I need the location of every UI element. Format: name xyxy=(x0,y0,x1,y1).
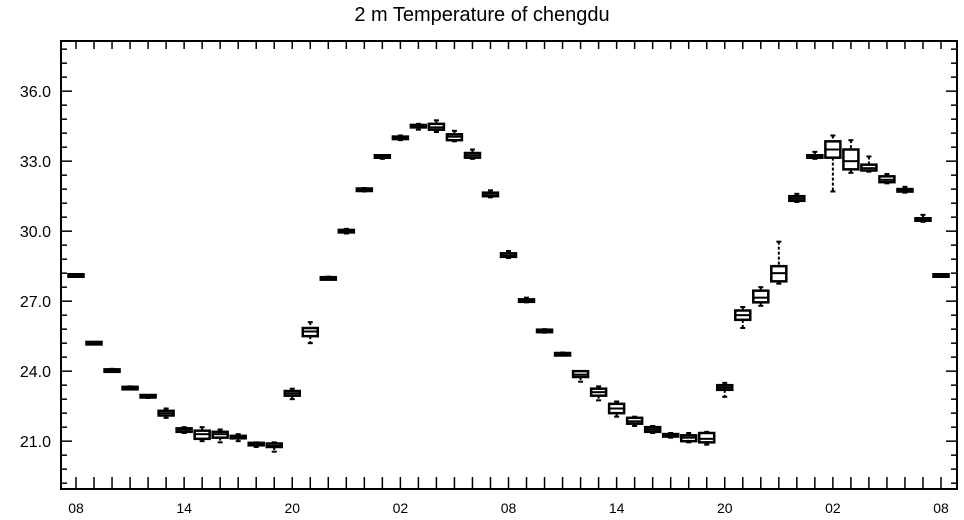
box-plot xyxy=(932,273,950,278)
box-plot xyxy=(121,385,139,391)
iqr-box xyxy=(752,289,770,304)
box-plot xyxy=(535,328,554,334)
box-plot xyxy=(553,351,572,357)
box-series xyxy=(67,119,950,453)
box-plot xyxy=(373,154,392,160)
y-axis: 36.0 33.0 30.0 27.0 24.0 21.0 xyxy=(20,48,957,484)
box-plot xyxy=(625,415,644,427)
box-plot xyxy=(247,441,265,448)
x-tick-label: 14 xyxy=(609,500,625,516)
iqr-box xyxy=(697,431,716,444)
box-plot xyxy=(589,385,608,402)
box-plot xyxy=(193,426,211,443)
box-plot xyxy=(661,432,680,439)
box-plot xyxy=(788,192,806,203)
y-tick-label: 36.0 xyxy=(20,84,51,101)
box-plot xyxy=(860,155,878,173)
box-plot xyxy=(896,185,914,194)
box-plot xyxy=(391,134,410,142)
box-plot xyxy=(842,139,860,174)
box-plot xyxy=(824,134,842,193)
x-tick-label: 08 xyxy=(501,500,517,516)
box-plot xyxy=(157,407,175,419)
box-plot xyxy=(409,122,428,131)
chart-title: 2 m Temperature of chengdu xyxy=(354,4,610,26)
box-plot xyxy=(770,240,788,285)
x-tick-label: 02 xyxy=(825,500,841,516)
box-plot xyxy=(914,213,932,223)
box-plot xyxy=(752,286,770,307)
x-tick-label: 20 xyxy=(717,500,733,516)
y-tick-label: 30.0 xyxy=(20,224,51,241)
box-plot xyxy=(679,432,698,444)
box-plot xyxy=(355,187,374,193)
box-plot xyxy=(139,393,157,399)
iqr-box xyxy=(842,148,860,171)
box-plot xyxy=(319,275,338,281)
box-plot xyxy=(716,381,734,398)
box-plot xyxy=(265,441,283,453)
box-plot xyxy=(427,119,446,133)
box-plot xyxy=(607,400,626,418)
y-tick-label: 21.0 xyxy=(20,434,51,451)
x-tick-label: 02 xyxy=(393,500,409,516)
box-plot xyxy=(878,173,896,185)
box-plot xyxy=(643,425,662,434)
box-plot xyxy=(463,148,482,160)
box-plot xyxy=(103,367,121,374)
plot-frame xyxy=(60,40,958,490)
x-tick-label: 08 xyxy=(68,500,84,516)
box-plot xyxy=(697,430,716,446)
x-tick-label: 14 xyxy=(176,500,192,516)
x-tick-label: 20 xyxy=(284,500,300,516)
y-tick-label: 24.0 xyxy=(20,364,51,381)
box-plot xyxy=(517,296,536,304)
box-plot xyxy=(445,129,464,143)
box-plot xyxy=(175,426,193,434)
x-axis: 08 14 20 02 08 14 20 02 08 xyxy=(68,41,949,516)
x-tick-label: 08 xyxy=(933,500,949,516)
box-plot xyxy=(806,150,824,160)
y-tick-label: 27.0 xyxy=(20,294,51,311)
box-plot xyxy=(499,250,518,259)
box-plot xyxy=(481,189,500,199)
box-plot xyxy=(229,433,247,443)
box-plot xyxy=(85,340,103,346)
y-tick-label: 33.0 xyxy=(20,154,51,171)
box-plot xyxy=(571,369,590,383)
box-plot xyxy=(337,227,356,235)
box-plot xyxy=(67,273,85,278)
box-plot xyxy=(211,428,229,444)
box-plot xyxy=(734,306,752,329)
box-plot xyxy=(283,387,301,401)
box-plot xyxy=(301,321,320,345)
